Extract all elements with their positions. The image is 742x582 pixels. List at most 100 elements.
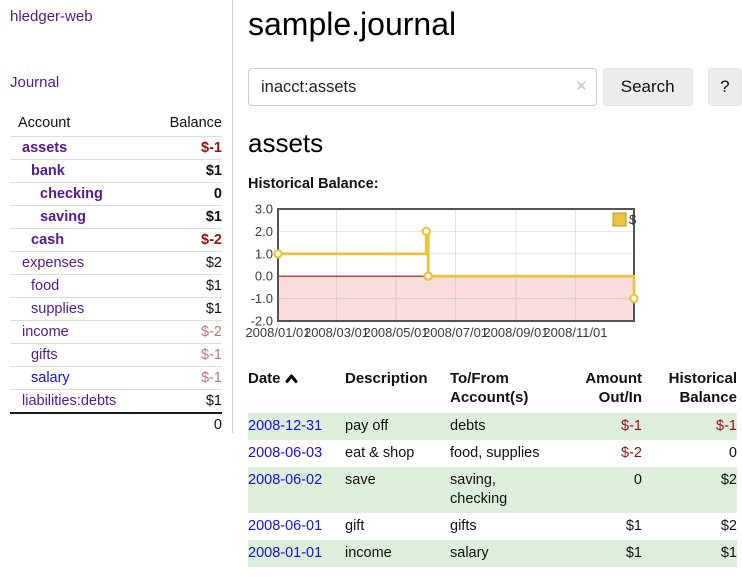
register-row: 2008-06-03 eat & shop food, supplies $-2 0 bbox=[248, 440, 737, 467]
transaction-date-link[interactable]: 2008-12-31 bbox=[248, 418, 323, 434]
transaction-accounts: food, supplies bbox=[450, 445, 540, 461]
y-tick-label: -1.0 bbox=[251, 291, 273, 306]
plot-border bbox=[277, 208, 635, 322]
sidebar-account-row: expenses $2 bbox=[10, 251, 222, 274]
legend-swatch bbox=[612, 212, 627, 227]
transaction-accounts: gifts bbox=[450, 518, 477, 534]
register-row: 2008-06-02 save saving, checking 0 $2 bbox=[248, 467, 737, 513]
main-content: sample.journal ✕ Search ? assets Histori… bbox=[245, 0, 742, 567]
transaction-balance: $2 bbox=[720, 518, 737, 534]
help-button[interactable]: ? bbox=[707, 68, 742, 106]
account-balance: $-2 bbox=[201, 324, 222, 340]
x-tick-label: 2008/05/01 bbox=[363, 325, 428, 340]
register-row: 2008-06-01 gift gifts $1 $2 bbox=[248, 513, 737, 540]
account-balance: $1 bbox=[205, 209, 222, 225]
sidebar-account-row: income $-2 bbox=[10, 320, 222, 343]
account-balance: $-1 bbox=[201, 140, 222, 156]
register-row: 2008-01-01 income salary $1 $1 bbox=[248, 540, 737, 567]
register-col-balance: Historical Balance bbox=[668, 370, 737, 406]
sidebar-account-row: food $1 bbox=[10, 274, 222, 297]
account-link[interactable]: cash bbox=[31, 232, 65, 248]
sort-ascending-icon bbox=[285, 370, 298, 389]
account-link[interactable]: income bbox=[22, 324, 69, 340]
account-link[interactable]: bank bbox=[31, 163, 65, 179]
y-tick-label: -2.0 bbox=[251, 314, 273, 329]
register-row: 2008-12-31 pay off debts $-1 $-1 bbox=[248, 413, 737, 440]
transaction-balance: $2 bbox=[720, 472, 737, 488]
register-col-amount: Amount Out/In bbox=[585, 370, 642, 406]
x-tick-label: 2008/09/01 bbox=[483, 325, 548, 340]
sidebar-account-row: salary $-1 bbox=[10, 366, 222, 389]
sidebar-account-row: saving $1 bbox=[10, 205, 222, 228]
account-rows: assets $-1 bank $1 checking 0 saving $1 cash $-2 e… bbox=[10, 136, 222, 412]
account-link[interactable]: supplies bbox=[31, 301, 85, 317]
x-tick-label: 2008/11/01 bbox=[543, 325, 607, 340]
account-page-title: assets bbox=[248, 128, 324, 158]
account-balance: $1 bbox=[205, 301, 222, 317]
account-link[interactable]: gifts bbox=[31, 347, 58, 363]
search-input[interactable] bbox=[248, 68, 597, 106]
sidebar-account-row: supplies $1 bbox=[10, 297, 222, 320]
x-tick-label: 2008/01/01 bbox=[245, 325, 310, 340]
account-link[interactable]: food bbox=[31, 278, 60, 294]
sidebar-account-row: bank $1 bbox=[10, 159, 222, 182]
x-tick-label: 2008/07/01 bbox=[423, 325, 488, 340]
transaction-amount: $-2 bbox=[621, 445, 642, 461]
transaction-description: income bbox=[345, 545, 392, 561]
sidebar-divider bbox=[232, 0, 233, 433]
transaction-accounts: saving, checking bbox=[450, 472, 508, 507]
accounts-total: 0 bbox=[10, 412, 222, 437]
transaction-date-link[interactable]: 2008-01-01 bbox=[248, 545, 323, 561]
account-link[interactable]: liabilities:debts bbox=[22, 393, 117, 409]
search-bar: ✕ Search ? bbox=[248, 68, 742, 106]
account-table-header: Account Balance bbox=[10, 112, 222, 136]
sidebar-account-row: liabilities:debts $1 bbox=[10, 389, 222, 412]
account-balance: $-1 bbox=[201, 347, 222, 363]
transaction-description: eat & shop bbox=[345, 445, 415, 461]
chart-heading: Historical Balance: bbox=[248, 176, 379, 192]
account-link[interactable]: assets bbox=[22, 140, 68, 156]
transaction-date-link[interactable]: 2008-06-01 bbox=[248, 518, 323, 534]
account-link[interactable]: saving bbox=[40, 209, 86, 225]
y-tick-label: 2.0 bbox=[255, 224, 273, 239]
legend-label: $ bbox=[629, 212, 637, 227]
account-link[interactable]: expenses bbox=[22, 255, 85, 271]
brand-link[interactable]: hledger-web bbox=[10, 8, 93, 25]
register-col-date[interactable]: Date bbox=[248, 367, 345, 413]
account-column-header: Account bbox=[18, 115, 71, 131]
register-table: Date Description To/From Account(s) Amou… bbox=[248, 367, 737, 567]
account-balance: $-2 bbox=[201, 232, 222, 248]
sidebar-account-row: assets $-1 bbox=[10, 136, 222, 159]
register-col-description: Description bbox=[345, 370, 428, 387]
account-link[interactable]: salary bbox=[31, 370, 70, 386]
transaction-balance: $1 bbox=[720, 545, 737, 561]
data-point bbox=[423, 271, 433, 281]
historical-balance-chart: 3.0 2.0 1.0 0.0 -1.0 -2.0 2008/01/01 2008/03/01… bbox=[242, 202, 742, 347]
account-link[interactable]: checking bbox=[40, 186, 103, 202]
transaction-description: save bbox=[345, 472, 376, 488]
page-title: sample.journal bbox=[248, 6, 457, 42]
register-col-accounts: To/From Account(s) bbox=[450, 370, 529, 406]
sidebar-account-row: cash $-2 bbox=[10, 228, 222, 251]
negative-region bbox=[279, 276, 633, 321]
sidebar-account-row: checking 0 bbox=[10, 182, 222, 205]
account-balance: $1 bbox=[205, 278, 222, 294]
account-balance: $1 bbox=[205, 393, 222, 409]
data-point bbox=[421, 226, 431, 237]
data-point bbox=[273, 249, 283, 259]
transaction-description: pay off bbox=[345, 418, 389, 434]
search-button[interactable]: Search bbox=[602, 68, 693, 106]
transaction-date-link[interactable]: 2008-06-02 bbox=[248, 472, 323, 488]
balance-column-header: Balance bbox=[169, 115, 222, 131]
sidebar-item-journal[interactable]: Journal bbox=[10, 74, 60, 91]
account-balance: $2 bbox=[205, 255, 222, 271]
y-tick-label: 0.0 bbox=[255, 269, 273, 284]
transaction-date-link[interactable]: 2008-06-03 bbox=[248, 445, 323, 461]
transaction-amount: $-1 bbox=[621, 418, 642, 434]
transaction-accounts: debts bbox=[450, 418, 486, 434]
transaction-amount: $1 bbox=[625, 518, 642, 534]
transaction-amount: $1 bbox=[625, 545, 642, 561]
transaction-description: gift bbox=[345, 518, 365, 534]
register-body: 2008-12-31 pay off debts $-1 $-1 2008-06-03 ea… bbox=[248, 413, 737, 567]
clear-search-icon[interactable]: ✕ bbox=[575, 78, 588, 95]
